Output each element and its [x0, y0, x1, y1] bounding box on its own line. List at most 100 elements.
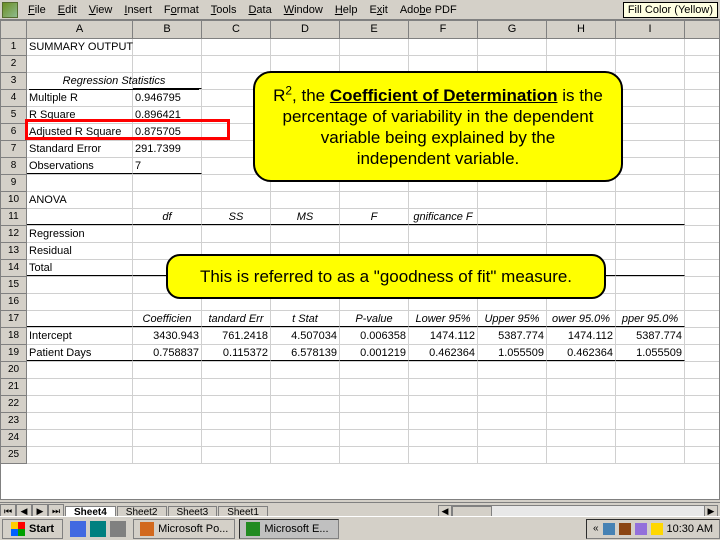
cell-G17[interactable]: Upper 95% [478, 311, 547, 327]
tray-icon[interactable] [619, 523, 631, 535]
cell-E17[interactable]: P-value [340, 311, 409, 327]
cell-D19[interactable]: 6.578139 [271, 345, 340, 361]
cell-D22[interactable] [271, 396, 340, 412]
cell-A10[interactable]: ANOVA [27, 192, 133, 208]
row-header-12[interactable]: 12 [1, 226, 27, 243]
row-header-19[interactable]: 19 [1, 345, 27, 362]
cell-F12[interactable] [409, 226, 478, 242]
cell-C2[interactable] [202, 56, 271, 72]
cell-C25[interactable] [202, 447, 271, 463]
cell-B18[interactable]: 3430.943 [133, 328, 202, 344]
cell-H12[interactable] [547, 226, 616, 242]
row-header-6[interactable]: 6 [1, 124, 27, 141]
cell-A7[interactable]: Standard Error [27, 141, 133, 157]
cell-I6[interactable] [616, 124, 685, 140]
cell-H20[interactable] [547, 362, 616, 378]
cell-F21[interactable] [409, 379, 478, 395]
cell-E11[interactable]: F [340, 209, 409, 225]
cell-E2[interactable] [340, 56, 409, 72]
cell-A8[interactable]: Observations [27, 158, 133, 174]
menu-insert[interactable]: Insert [118, 2, 158, 18]
cell-D10[interactable] [271, 192, 340, 208]
row-header-17[interactable]: 17 [1, 311, 27, 328]
cell-F23[interactable] [409, 413, 478, 429]
cell-I13[interactable] [616, 243, 685, 259]
cell-C18[interactable]: 761.2418 [202, 328, 271, 344]
cell-D21[interactable] [271, 379, 340, 395]
cell-E12[interactable] [340, 226, 409, 242]
col-header-I[interactable]: I [616, 21, 685, 38]
row-header-16[interactable]: 16 [1, 294, 27, 311]
cell-F24[interactable] [409, 430, 478, 446]
cell-D11[interactable]: MS [271, 209, 340, 225]
cell-C21[interactable] [202, 379, 271, 395]
tray-collapse-icon[interactable]: « [593, 523, 599, 534]
cell-A22[interactable] [27, 396, 133, 412]
cell-B19[interactable]: 0.758837 [133, 345, 202, 361]
cell-A20[interactable] [27, 362, 133, 378]
cell-I10[interactable] [616, 192, 685, 208]
cell-D17[interactable]: t Stat [271, 311, 340, 327]
col-header-B[interactable]: B [133, 21, 202, 38]
cell-G25[interactable] [478, 447, 547, 463]
cell-D1[interactable] [271, 39, 340, 55]
cell-I5[interactable] [616, 107, 685, 123]
cell-B11[interactable]: df [133, 209, 202, 225]
cell-A3[interactable]: Regression Statistics [27, 73, 133, 89]
cell-B20[interactable] [133, 362, 202, 378]
cell-H25[interactable] [547, 447, 616, 463]
row-header-7[interactable]: 7 [1, 141, 27, 158]
cell-I8[interactable] [616, 158, 685, 174]
cell-I17[interactable]: pper 95.0% [616, 311, 685, 327]
cell-A9[interactable] [27, 175, 133, 191]
cell-C17[interactable]: tandard Err [202, 311, 271, 327]
cell-B2[interactable] [133, 56, 202, 72]
cell-C12[interactable] [202, 226, 271, 242]
cell-H10[interactable] [547, 192, 616, 208]
cell-A11[interactable] [27, 209, 133, 225]
cell-I12[interactable] [616, 226, 685, 242]
cell-B23[interactable] [133, 413, 202, 429]
row-header-15[interactable]: 15 [1, 277, 27, 294]
cell-B10[interactable] [133, 192, 202, 208]
row-header-2[interactable]: 2 [1, 56, 27, 73]
cell-I1[interactable] [616, 39, 685, 55]
cell-I21[interactable] [616, 379, 685, 395]
col-header-A[interactable]: A [27, 21, 133, 38]
cell-A15[interactable] [27, 277, 133, 293]
cell-B12[interactable] [133, 226, 202, 242]
cell-I22[interactable] [616, 396, 685, 412]
cell-C1[interactable] [202, 39, 271, 55]
cell-A25[interactable] [27, 447, 133, 463]
cell-I7[interactable] [616, 141, 685, 157]
cell-A17[interactable] [27, 311, 133, 327]
cell-I14[interactable] [616, 260, 685, 276]
cell-A12[interactable]: Regression [27, 226, 133, 242]
cell-I9[interactable] [616, 175, 685, 191]
cell-I25[interactable] [616, 447, 685, 463]
cell-A1[interactable]: SUMMARY OUTPUT [27, 39, 133, 55]
row-header-8[interactable]: 8 [1, 158, 27, 175]
cell-B8[interactable]: 7 [133, 158, 202, 174]
col-header-E[interactable]: E [340, 21, 409, 38]
cell-I11[interactable] [616, 209, 685, 225]
cell-F10[interactable] [409, 192, 478, 208]
cell-A16[interactable] [27, 294, 133, 310]
cell-E24[interactable] [340, 430, 409, 446]
cell-H22[interactable] [547, 396, 616, 412]
cell-C11[interactable]: SS [202, 209, 271, 225]
cell-G24[interactable] [478, 430, 547, 446]
cell-H19[interactable]: 0.462364 [547, 345, 616, 361]
row-header-23[interactable]: 23 [1, 413, 27, 430]
cell-A24[interactable] [27, 430, 133, 446]
cell-D20[interactable] [271, 362, 340, 378]
cell-B25[interactable] [133, 447, 202, 463]
cell-H2[interactable] [547, 56, 616, 72]
cell-D12[interactable] [271, 226, 340, 242]
cell-B21[interactable] [133, 379, 202, 395]
row-header-25[interactable]: 25 [1, 447, 27, 464]
tray-volume-icon[interactable] [651, 523, 663, 535]
cell-H11[interactable] [547, 209, 616, 225]
cell-F22[interactable] [409, 396, 478, 412]
cell-C22[interactable] [202, 396, 271, 412]
